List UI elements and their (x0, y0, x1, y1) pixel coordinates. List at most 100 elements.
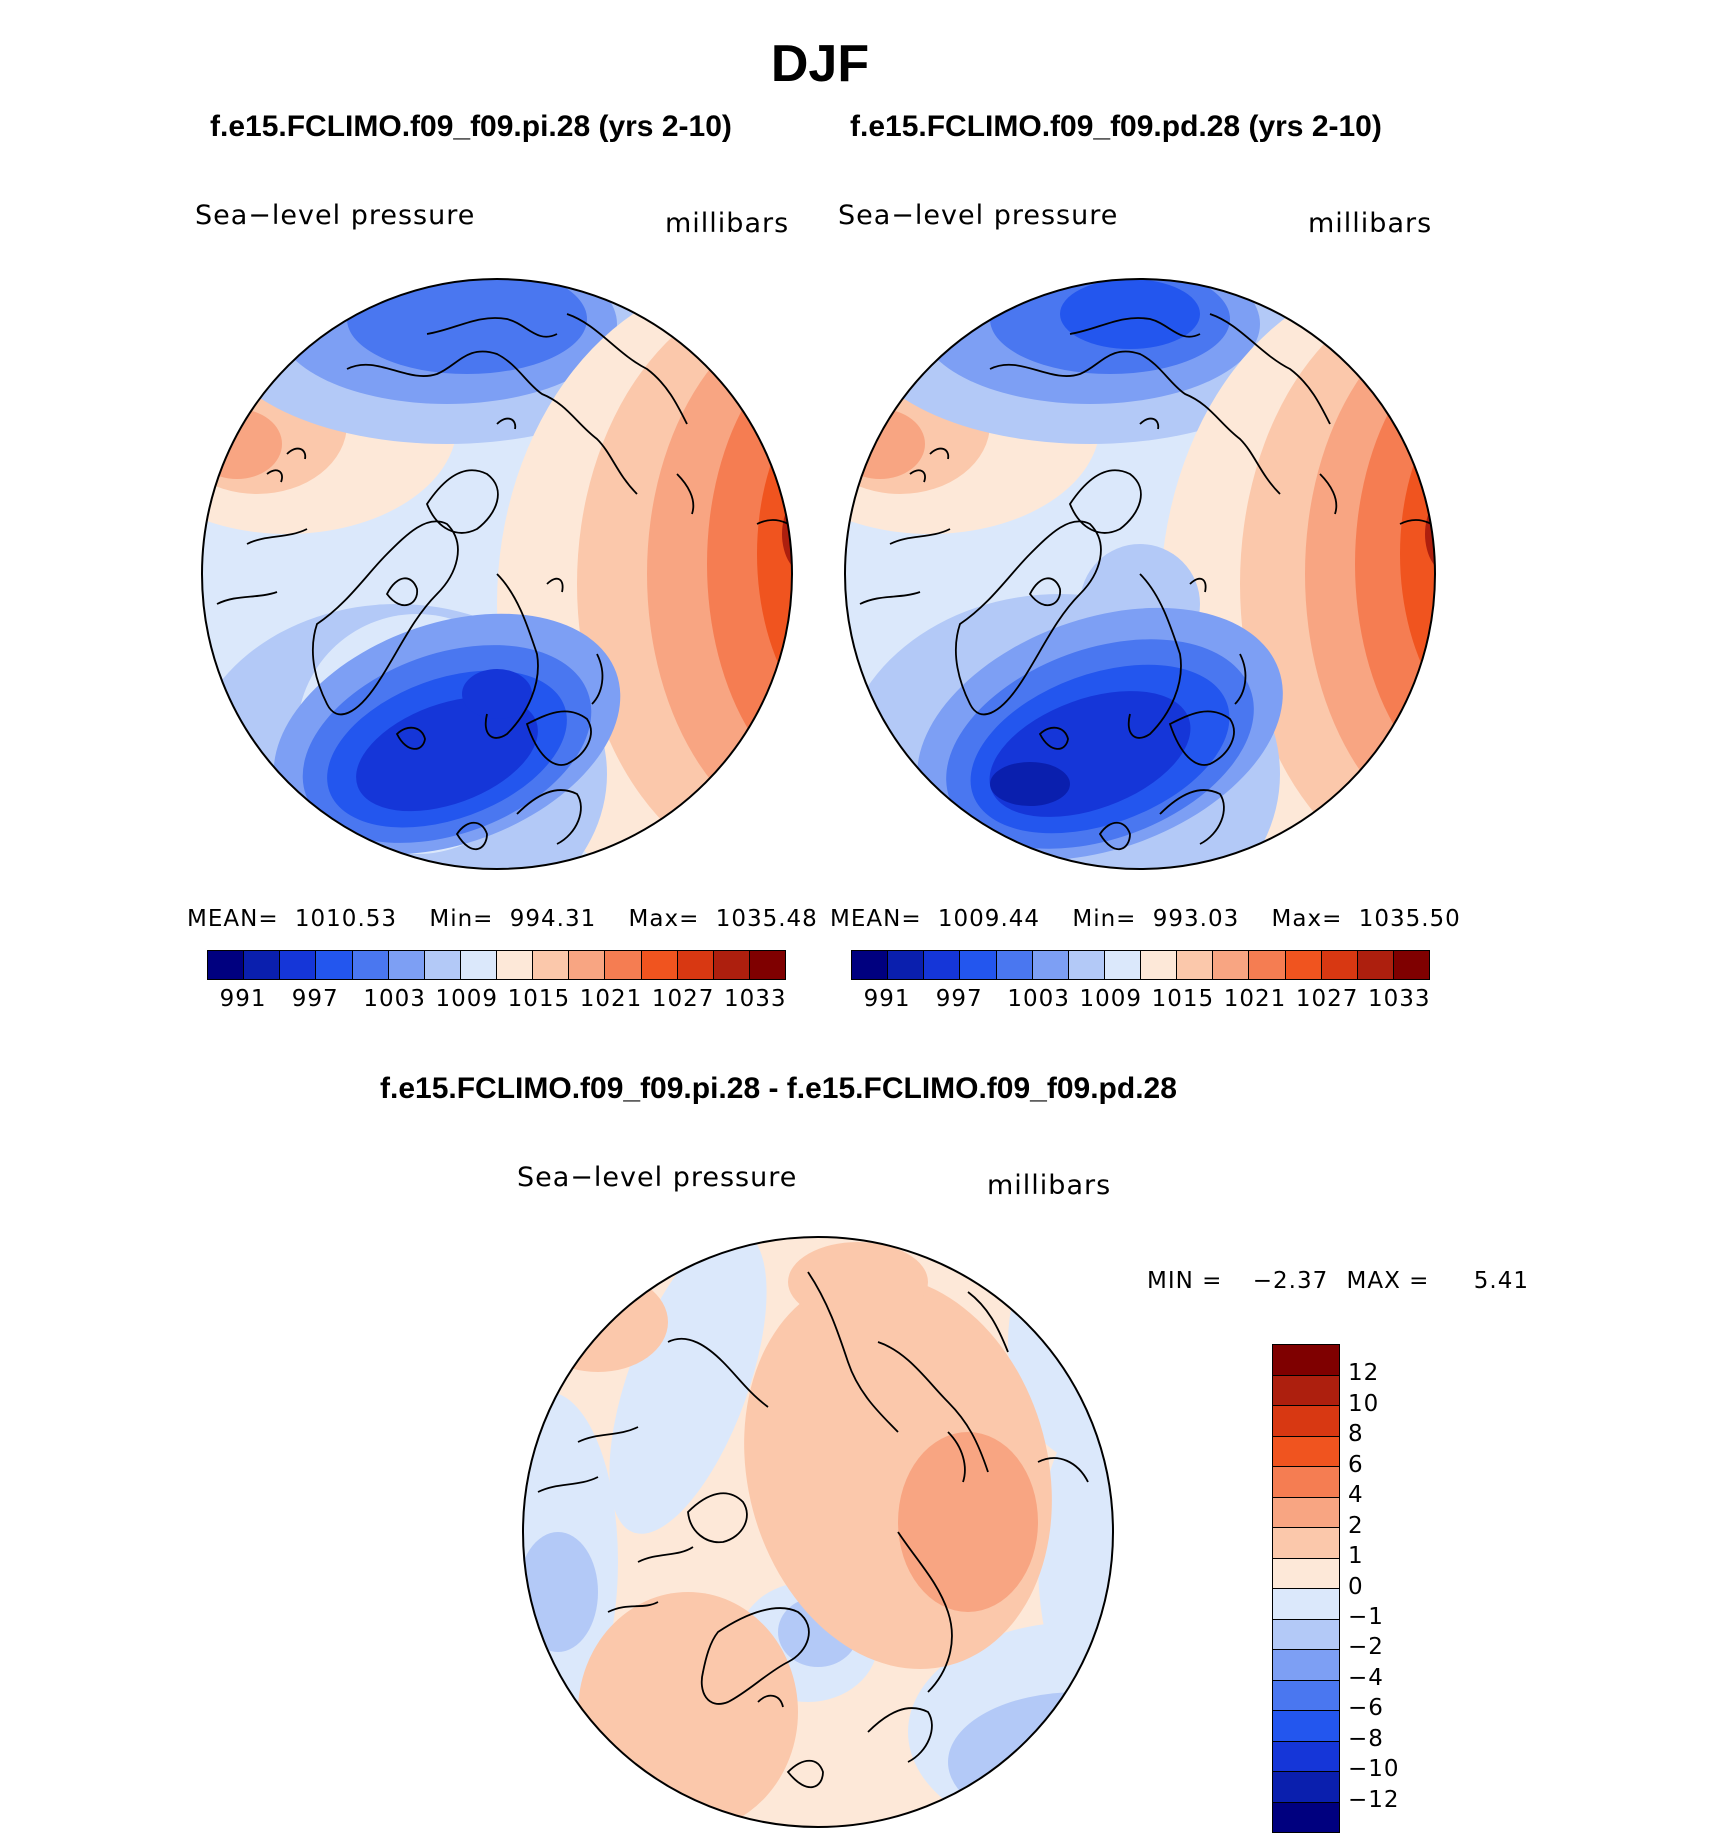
colorbar-tick-label: 6 (1348, 1451, 1364, 1478)
colorbar-tick-label: −12 (1348, 1786, 1400, 1813)
colorbar-swatch (316, 951, 353, 979)
colorbar-swatch (1273, 1558, 1339, 1589)
diff-stats: MIN = −2.37 MAX = 5.41 (1147, 1268, 1529, 1294)
panel-2-min-label: Min= (1072, 906, 1137, 932)
figure-title: DJF (770, 35, 870, 93)
panel-1-title: f.e15.FCLIMO.f09_f09.pi.28 (yrs 2-10) (210, 110, 732, 143)
colorbar-tick-label: 1033 (723, 986, 787, 1012)
colorbar-swatch (1273, 1741, 1339, 1772)
panel-1-variable-label: Sea−level pressure (195, 200, 476, 231)
panel-2-mean-label: MEAN= (830, 906, 922, 932)
colorbar-swatch (352, 951, 389, 979)
panel-2-title: f.e15.FCLIMO.f09_f09.pd.28 (yrs 2-10) (850, 110, 1382, 143)
colorbar-tick-label: 1021 (579, 986, 643, 1012)
colorbar-swatch (1357, 951, 1394, 979)
colorbar-swatch (244, 951, 281, 979)
panel-1-max-label: Max= (628, 906, 700, 932)
colorbar-tick-label: 2 (1348, 1512, 1364, 1539)
colorbar-swatch (924, 951, 961, 979)
colorbar-swatch (1273, 1650, 1339, 1681)
colorbar-swatch (1273, 1345, 1339, 1376)
colorbar-swatch (497, 951, 534, 979)
colorbar-swatch (1104, 951, 1141, 979)
panel-1-stats: MEAN= 1010.53 Min= 994.31 Max= 1035.48 (187, 906, 818, 932)
panel-2-colorbar (851, 950, 1430, 980)
colorbar-tick-label: 1027 (651, 986, 715, 1012)
colorbar-swatch (1273, 1497, 1339, 1528)
colorbar-tick-label: 4 (1348, 1482, 1364, 1509)
colorbar-swatch (1273, 1375, 1339, 1406)
colorbar-swatch (677, 951, 714, 979)
diff-min-value: −2.37 (1252, 1268, 1329, 1294)
panel-2-variable-label: Sea−level pressure (838, 200, 1119, 231)
colorbar-tick-label: 1003 (363, 986, 426, 1012)
panel-1-map (201, 278, 793, 870)
colorbar-tick-label: −8 (1348, 1725, 1384, 1752)
colorbar-swatch (1032, 951, 1069, 979)
colorbar-swatch (960, 951, 997, 979)
colorbar-tick-label: 0 (1348, 1573, 1364, 1600)
panel-1-max-value: 1035.48 (715, 906, 818, 932)
colorbar-swatch (1141, 951, 1178, 979)
panel-1-units-label: millibars (665, 208, 790, 239)
panel-1-mean-value: 1010.53 (294, 906, 398, 932)
colorbar-swatch (1393, 951, 1429, 979)
colorbar-swatch (208, 951, 245, 979)
colorbar-tick-label: −1 (1348, 1603, 1384, 1630)
colorbar-swatch (749, 951, 785, 979)
colorbar-swatch (1273, 1802, 1339, 1832)
colorbar-swatch (641, 951, 678, 979)
colorbar-swatch (888, 951, 925, 979)
colorbar-tick-label: −2 (1348, 1634, 1384, 1661)
colorbar-swatch (1249, 951, 1286, 979)
panel-1-mean-label: MEAN= (187, 906, 279, 932)
colorbar-swatch (1273, 1406, 1339, 1437)
panel-2-units-label: millibars (1308, 208, 1433, 239)
colorbar-tick-label: 1003 (1007, 986, 1070, 1012)
colorbar-tick-label: −10 (1348, 1756, 1400, 1783)
panel-2-max-value: 1035.50 (1358, 906, 1461, 932)
colorbar-tick-label: 1009 (1079, 986, 1142, 1012)
colorbar-swatch (713, 951, 750, 979)
colorbar-swatch (1273, 1680, 1339, 1711)
colorbar-swatch (569, 951, 606, 979)
colorbar-swatch (1273, 1589, 1339, 1620)
colorbar-tick-label: 997 (291, 986, 339, 1012)
colorbar-swatch (1273, 1528, 1339, 1559)
diff-map (522, 1236, 1114, 1828)
colorbar-tick-label: 1015 (1151, 986, 1215, 1012)
colorbar-tick-label: −4 (1348, 1664, 1384, 1691)
colorbar-tick-label: 1009 (435, 986, 498, 1012)
colorbar-swatch (996, 951, 1033, 979)
colorbar-swatch (280, 951, 317, 979)
colorbar-swatch (533, 951, 570, 979)
colorbar-swatch (1068, 951, 1105, 979)
panel-2-stats: MEAN= 1009.44 Min= 993.03 Max= 1035.50 (830, 906, 1461, 932)
colorbar-tick-label: 10 (1348, 1390, 1380, 1417)
colorbar-swatch (1273, 1467, 1339, 1498)
panel-2-mean-value: 1009.44 (937, 906, 1041, 932)
colorbar-swatch (424, 951, 461, 979)
colorbar-swatch (388, 951, 425, 979)
colorbar-swatch (1273, 1772, 1339, 1803)
panel-2-map (844, 278, 1436, 870)
diff-colorbar (1272, 1344, 1340, 1833)
colorbar-swatch (1273, 1711, 1339, 1742)
diff-units-label: millibars (987, 1170, 1112, 1201)
colorbar-swatch (1213, 951, 1250, 979)
diff-variable-label: Sea−level pressure (517, 1162, 798, 1193)
panel-2-min-value: 993.03 (1152, 906, 1240, 932)
colorbar-tick-label: 1027 (1295, 986, 1359, 1012)
colorbar-tick-label: 1 (1348, 1543, 1364, 1570)
diff-min-label: MIN = (1147, 1268, 1223, 1294)
panel-1-min-value: 994.31 (509, 906, 597, 932)
colorbar-swatch (460, 951, 497, 979)
colorbar-tick-label: 8 (1348, 1421, 1364, 1448)
colorbar-swatch (605, 951, 642, 979)
diff-max-value: 5.41 (1473, 1268, 1529, 1294)
colorbar-tick-label: 997 (935, 986, 983, 1012)
diff-panel-title: f.e15.FCLIMO.f09_f09.pi.28 - f.e15.FCLIM… (380, 1072, 1177, 1105)
colorbar-swatch (1273, 1436, 1339, 1467)
colorbar-tick-label: −6 (1348, 1695, 1384, 1722)
colorbar-swatch (1177, 951, 1214, 979)
